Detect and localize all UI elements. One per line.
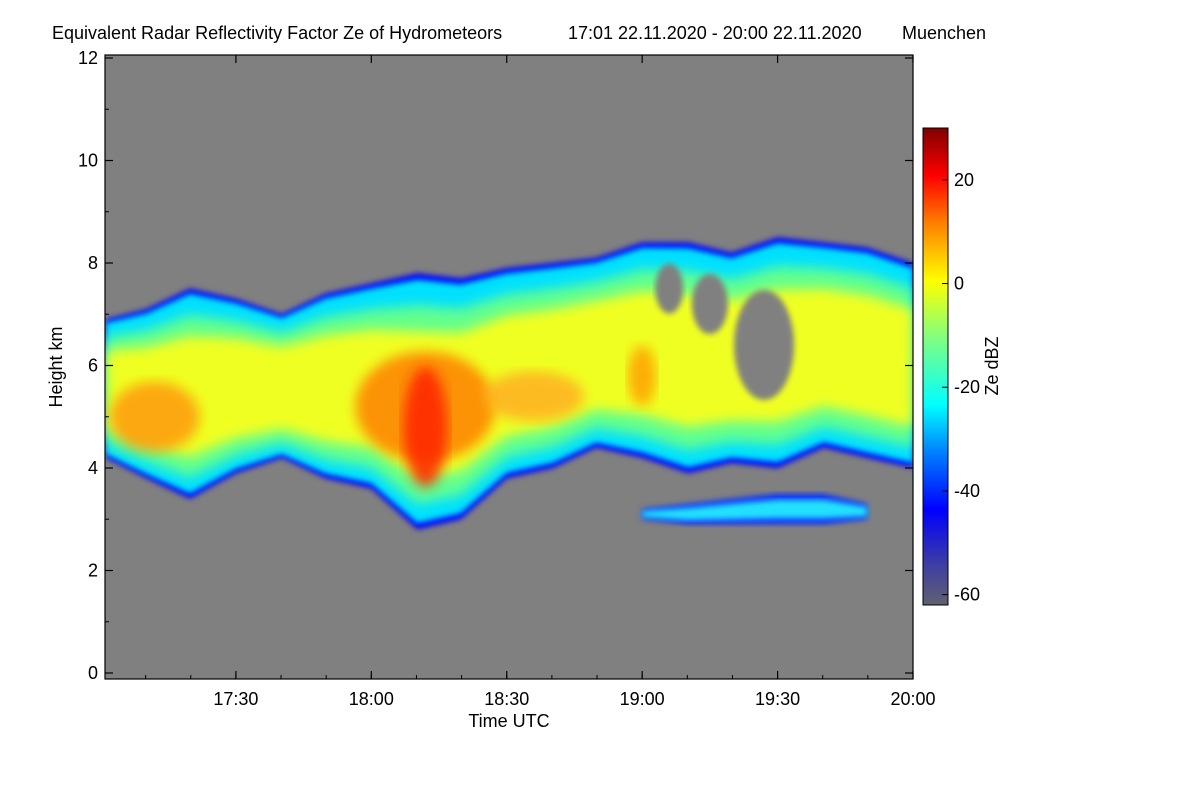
cloud-gap [655, 263, 684, 314]
x-tick-label: 18:30 [484, 689, 529, 709]
y-tick-label: 6 [88, 356, 98, 376]
core-red-peak [403, 367, 448, 487]
cloud-gap [691, 274, 728, 334]
x-tick-label: 19:30 [755, 689, 800, 709]
y-axis: 0 2 4 6 8 10 12 [78, 48, 913, 683]
chart-title: Equivalent Radar Reflectivity Factor Ze … [52, 23, 502, 43]
core-orange-4 [628, 345, 657, 406]
x-tick-label: 17:30 [213, 689, 258, 709]
x-tick-label: 18:00 [349, 689, 394, 709]
lower-layer-cyan [642, 499, 867, 521]
colorbar [922, 127, 949, 606]
y-tick-label: 8 [88, 253, 98, 273]
y-tick-label: 2 [88, 561, 98, 581]
y-tick-label: 12 [78, 48, 98, 68]
colorbar-tick-label: -40 [954, 481, 980, 501]
colorbar-label: Ze dBZ [982, 336, 1002, 395]
x-axis: 17:30 18:00 18:30 19:00 19:30 20:00 [145, 55, 936, 709]
cloud-gap [734, 290, 795, 400]
y-tick-label: 4 [88, 458, 98, 478]
chart-location: Muenchen [902, 23, 986, 43]
chart-time-range: 17:01 22.11.2020 - 20:00 22.11.2020 [568, 23, 862, 43]
colorbar-tick-label: -60 [954, 585, 980, 605]
y-tick-label: 10 [78, 151, 98, 171]
core-orange-3 [483, 371, 584, 422]
x-tick-label: 19:00 [620, 689, 665, 709]
y-tick-label: 0 [88, 663, 98, 683]
y-axis-label: Height km [46, 326, 66, 407]
core-orange-1 [109, 381, 200, 452]
colorbar-ticks: 20 0 -20 -40 -60 [942, 170, 980, 605]
x-tick-label: 20:00 [890, 689, 935, 709]
colorbar-tick-label: -20 [954, 377, 980, 397]
colorbar-tick-label: 20 [954, 170, 974, 190]
colorbar-tick-label: 0 [954, 274, 964, 294]
plot-frame [104, 54, 914, 680]
x-axis-label: Time UTC [468, 711, 549, 731]
reflectivity-field [105, 237, 913, 530]
